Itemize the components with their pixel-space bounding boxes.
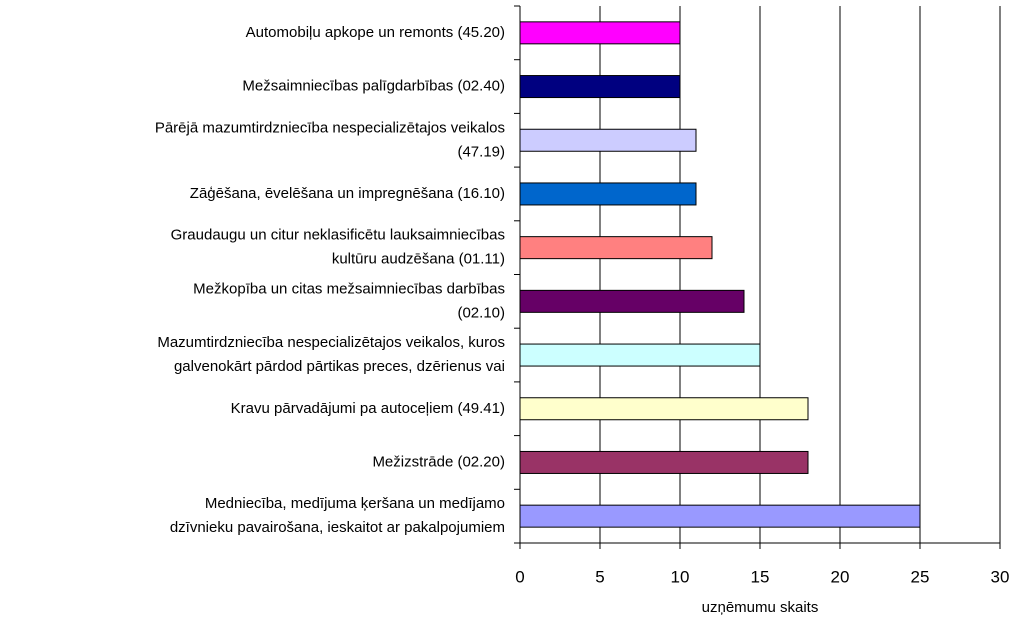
y-tick-label: Mazumtirdzniecība nespecializētajos veik… (157, 334, 505, 375)
x-tick-label: 20 (831, 567, 850, 586)
y-tick-label: Graudaugu un citur neklasificētu lauksai… (171, 227, 505, 268)
x-tick-label: 25 (911, 567, 930, 586)
label-line: Mežizstrāde (02.20) (372, 453, 505, 470)
y-tick-label: Automobiļu apkope un remonts (45.20) (246, 24, 505, 41)
x-tick-label: 5 (595, 567, 604, 586)
label-line: galvenokārt pārdod pārtikas preces, dzēr… (174, 358, 505, 375)
label-line: Pārējā mazumtirdzniecība nespecializētaj… (155, 119, 505, 136)
bar (519, 21, 681, 45)
bar (519, 236, 713, 260)
y-tick-label: Mežkopība un citas mežsaimniecības darbī… (193, 280, 505, 321)
label-line: Mazumtirdzniecība nespecializētajos veik… (157, 334, 505, 351)
bar (519, 182, 697, 206)
label-line: (02.10) (457, 304, 505, 321)
x-tick-label: 10 (671, 567, 690, 586)
x-axis-label: uzņēmumu skaits (702, 599, 819, 616)
label-line: Zāģēšana, ēvelēšana un impregnēšana (16.… (190, 185, 505, 202)
bar (519, 504, 921, 528)
y-tick-label: Kravu pārvadājumi pa autoceļiem (49.41) (231, 400, 505, 417)
label-line: dzīvnieku pavairošana, ieskaitot ar paka… (170, 519, 505, 536)
bar (519, 128, 697, 152)
y-tick-label: Zāģēšana, ēvelēšana un impregnēšana (16.… (190, 185, 505, 202)
label-line: Graudaugu un citur neklasificētu lauksai… (171, 227, 505, 244)
bar (519, 289, 745, 313)
label-line: Automobiļu apkope un remonts (45.20) (246, 24, 505, 41)
label-line: kultūru audzēšana (01.11) (332, 251, 505, 268)
label-line: Medniecība, medījuma ķeršana un medījamo (205, 495, 505, 512)
label-line: Kravu pārvadājumi pa autoceļiem (49.41) (231, 400, 505, 417)
bar (519, 397, 809, 421)
x-tick-label: 30 (991, 567, 1010, 586)
y-tick-label: Mežsaimniecības palīgdarbības (02.40) (242, 78, 505, 95)
label-line: Mežkopība un citas mežsaimniecības darbī… (193, 280, 505, 297)
bar (519, 450, 809, 474)
label-line: Mežsaimniecības palīgdarbības (02.40) (242, 78, 505, 95)
y-tick-label: Pārējā mazumtirdzniecība nespecializētaj… (155, 119, 505, 160)
x-tick-label: 0 (515, 567, 524, 586)
y-tick-label: Medniecība, medījuma ķeršana un medījamo… (170, 495, 505, 536)
x-tick-label: 15 (751, 567, 770, 586)
bar (519, 75, 681, 99)
label-line: (47.19) (457, 143, 505, 160)
y-tick-label: Mežizstrāde (02.20) (372, 453, 505, 470)
bar (519, 343, 761, 367)
